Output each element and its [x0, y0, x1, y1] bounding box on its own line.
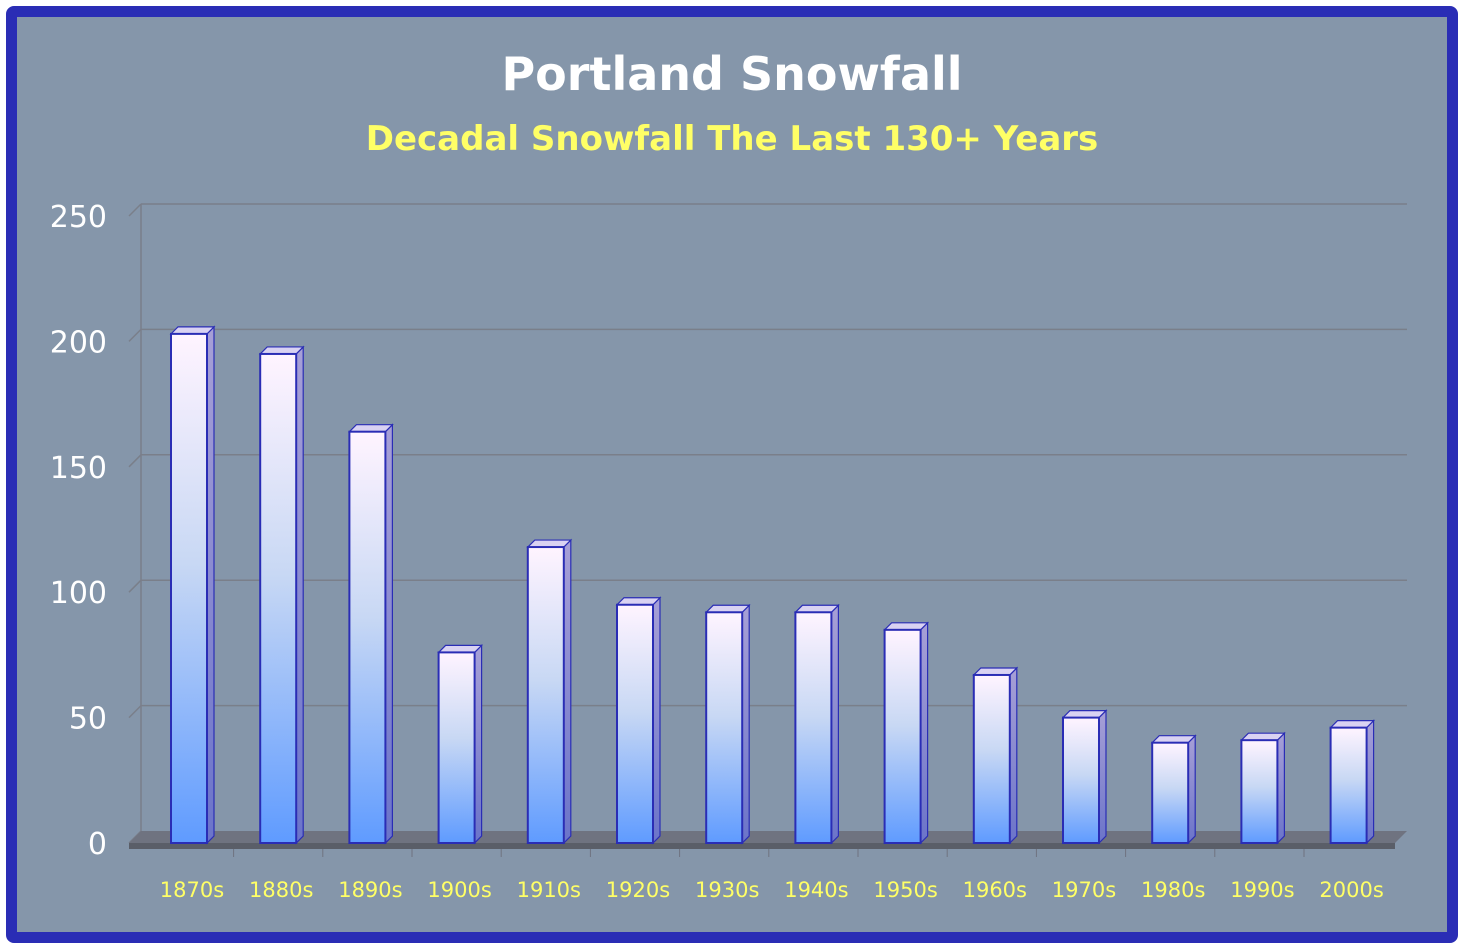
y-tick-label: 200: [50, 325, 107, 360]
x-tick-label: 1920s: [606, 878, 670, 902]
bar-1970s: [1061, 709, 1108, 845]
bar-side: [652, 596, 661, 845]
bar-front: [170, 332, 208, 844]
bar-side: [1187, 734, 1196, 845]
x-tick-label: 1890s: [338, 878, 402, 902]
bar-1900s: [437, 643, 484, 845]
chart-floor: [129, 831, 1407, 843]
bar-top: [526, 539, 573, 548]
bar-1870s: [169, 325, 216, 845]
bar-front: [1329, 726, 1368, 845]
bar-top: [1239, 732, 1286, 741]
bar-top: [793, 604, 840, 613]
chart-title: Portland Snowfall: [501, 47, 963, 101]
bar-front: [348, 430, 387, 844]
x-tick-label: 1990s: [1230, 878, 1294, 902]
y-tick-label: 250: [50, 200, 107, 235]
y-tick-label: 0: [88, 827, 107, 862]
bar-top: [704, 604, 751, 613]
bar-top: [1061, 709, 1108, 719]
x-tick-label: 1960s: [963, 878, 1027, 902]
bar-2000s: [1329, 719, 1376, 845]
y-tick-label: 100: [50, 576, 107, 611]
bar-top: [1150, 735, 1197, 744]
bar-side: [741, 603, 750, 845]
bar-side: [919, 621, 929, 845]
gridline-depth-200: [128, 328, 142, 342]
bars-layer: [169, 325, 1376, 845]
bar-side: [1276, 731, 1286, 845]
gridline-depth-150: [128, 454, 142, 468]
bar-front: [883, 628, 922, 844]
bar-front: [1151, 741, 1190, 844]
bar-side: [206, 325, 215, 845]
bar-front: [437, 651, 476, 845]
bar-front: [705, 611, 744, 844]
bar-1940s: [793, 603, 840, 845]
bar-side: [830, 603, 840, 845]
bar-top: [972, 667, 1019, 676]
bar-1910s: [526, 538, 573, 845]
y-tick-label: 150: [50, 451, 107, 486]
x-tick-label: 1870s: [160, 878, 224, 902]
bar-front: [972, 673, 1011, 844]
x-tick-label: 1880s: [249, 878, 313, 902]
bar-front: [1062, 716, 1100, 844]
x-tick-label: 1910s: [517, 878, 581, 902]
bar-top: [347, 424, 394, 433]
gridline-depth-250: [128, 203, 142, 217]
x-tick-label: 1930s: [695, 878, 759, 902]
bar-1880s: [258, 345, 305, 845]
y-tick-label: 50: [69, 702, 107, 737]
bar-chart: 0 50 100 150 200 250 1870s 1880s 1890s 1900s 1910s…: [50, 200, 1407, 902]
bar-1990s: [1239, 731, 1286, 845]
bar-1960s: [972, 666, 1019, 845]
labels-layer: 0 50 100 150 200 250 1870s 1880s 1890s 1900s 1910s…: [50, 200, 1384, 902]
bar-1920s: [615, 596, 662, 845]
bar-side: [295, 345, 304, 845]
chart-frame: Portland Snowfall Decadal Snowfall The L…: [6, 6, 1458, 943]
grid-layer: [128, 203, 1407, 857]
bar-side: [1365, 719, 1375, 845]
bar-front: [794, 611, 833, 844]
bar-front: [259, 352, 298, 844]
x-tick-label: 1980s: [1141, 878, 1205, 902]
chart-floor-edge: [129, 843, 1395, 849]
gridline-depth-100: [128, 579, 142, 593]
bar-top: [437, 644, 484, 653]
bar-side: [474, 643, 483, 845]
bar-side: [563, 538, 572, 845]
bar-top: [615, 597, 662, 606]
x-tick-label: 1940s: [784, 878, 848, 902]
x-tick-label: 1970s: [1052, 878, 1116, 902]
bar-front: [616, 603, 654, 844]
gridline-depth-50: [128, 705, 142, 719]
bar-1950s: [883, 621, 930, 845]
bar-1930s: [704, 603, 751, 845]
bar-side: [1009, 666, 1018, 845]
bar-front: [1240, 739, 1279, 844]
x-tick-label: 2000s: [1319, 878, 1383, 902]
bar-top: [258, 346, 305, 355]
bar-1980s: [1150, 734, 1197, 845]
x-tick-label: 1950s: [873, 878, 937, 902]
bar-top: [883, 622, 930, 631]
bar-top: [1329, 720, 1376, 729]
bar-top: [169, 326, 216, 335]
bar-front: [526, 546, 565, 845]
chart-subtitle: Decadal Snowfall The Last 130+ Years: [365, 119, 1099, 159]
bar-side: [384, 423, 393, 845]
x-tick-label: 1900s: [427, 878, 491, 902]
bar-1890s: [347, 423, 394, 845]
bar-side: [1098, 709, 1107, 845]
